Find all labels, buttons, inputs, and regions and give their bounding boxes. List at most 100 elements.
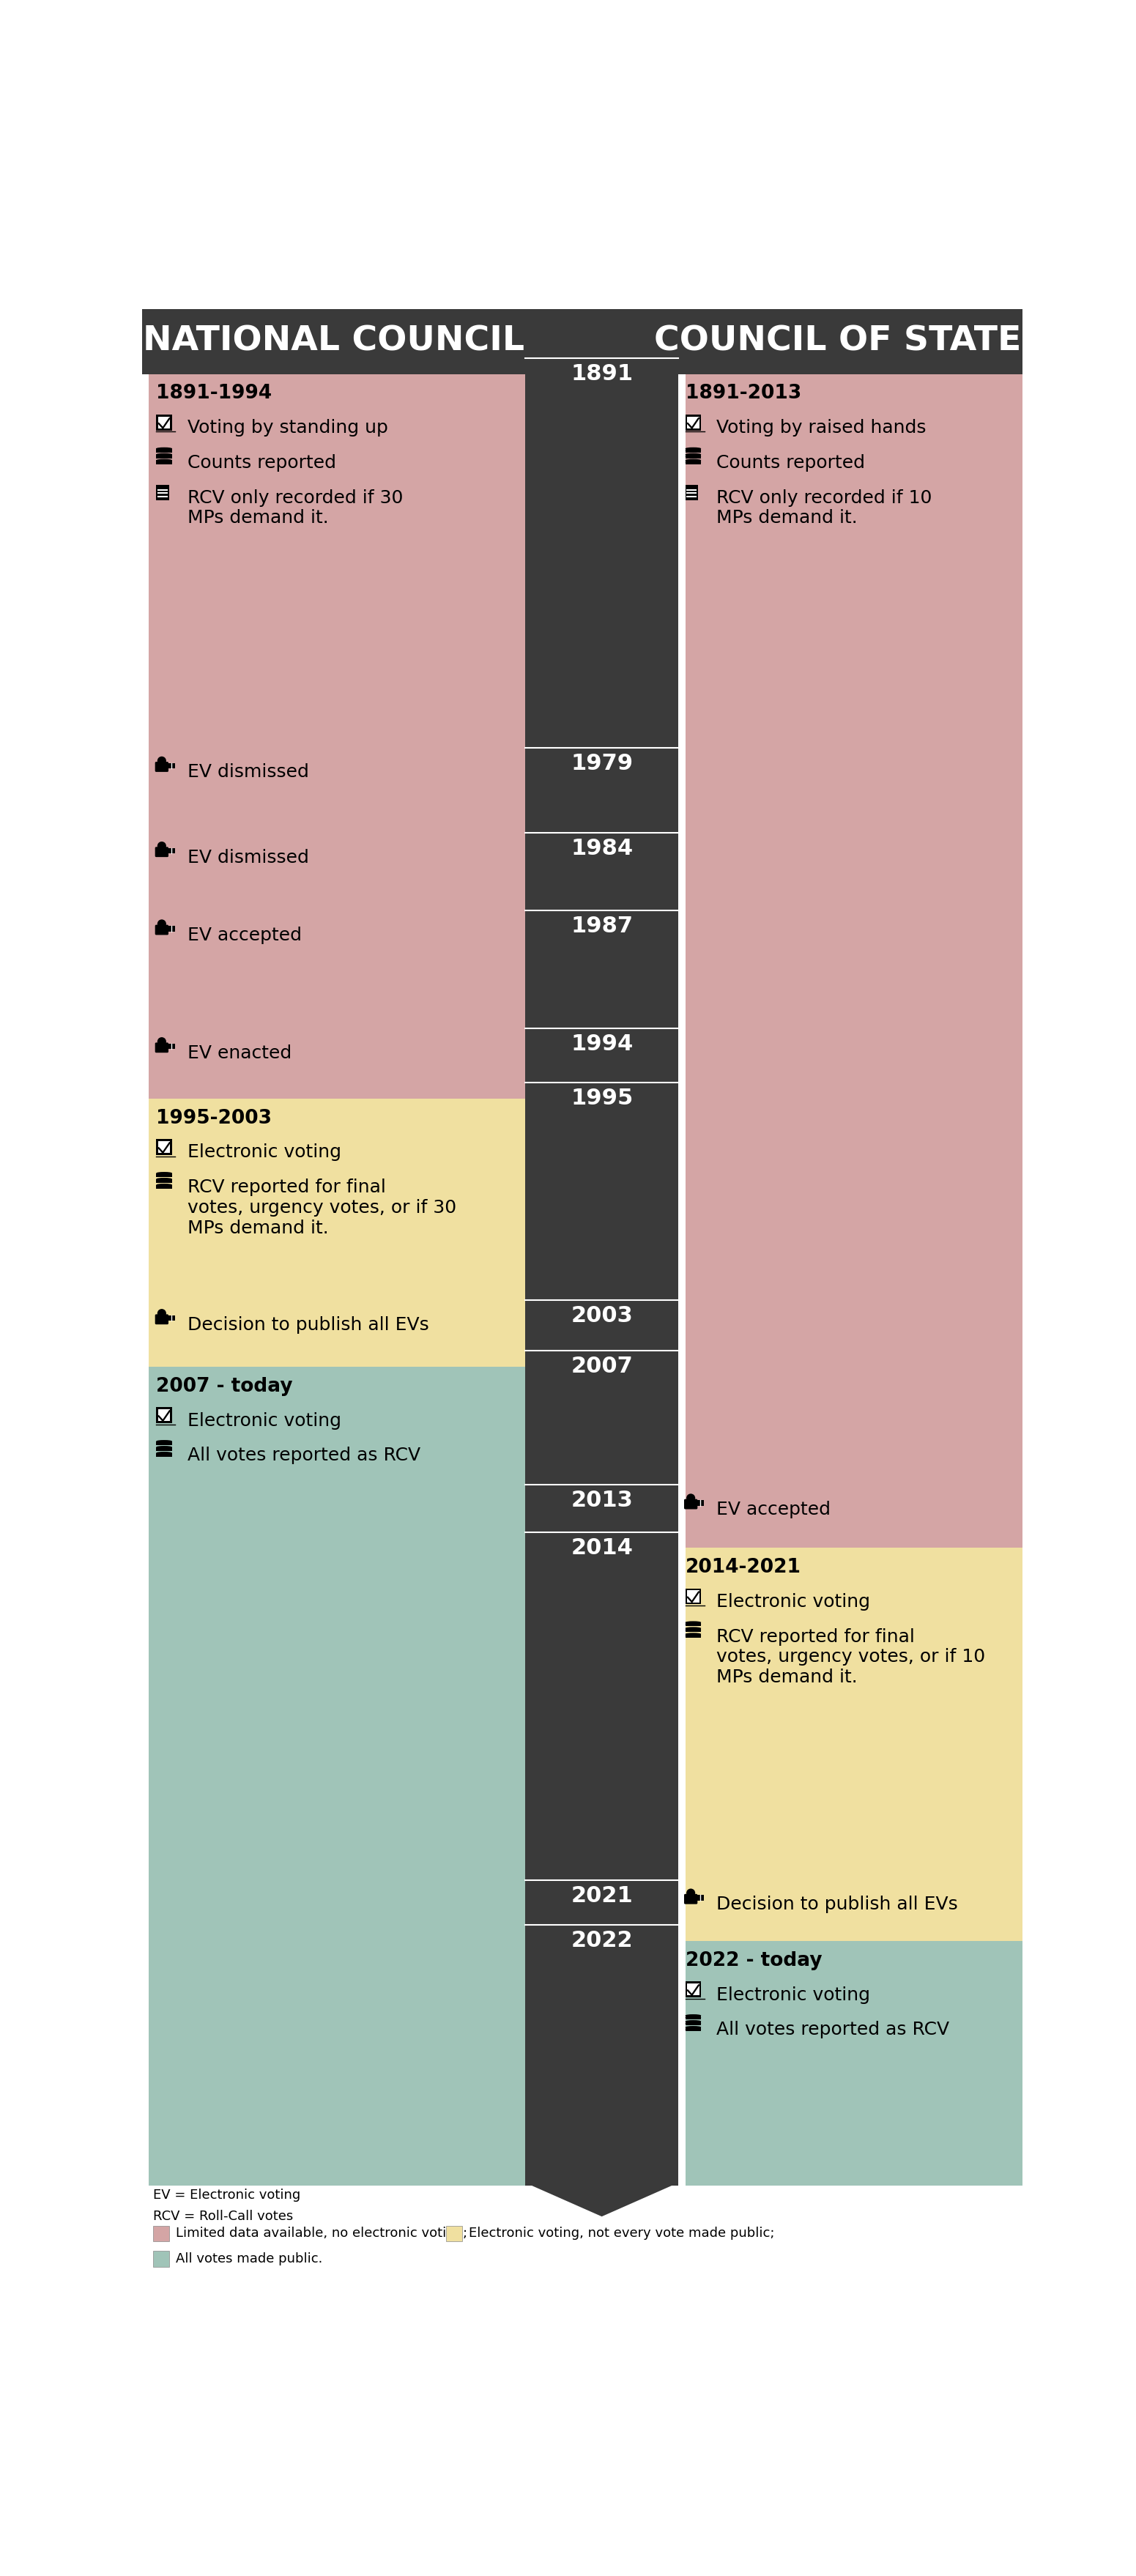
FancyBboxPatch shape — [149, 1368, 525, 2184]
Circle shape — [686, 1888, 695, 1899]
FancyBboxPatch shape — [156, 1448, 172, 1450]
Text: Voting by standing up: Voting by standing up — [187, 420, 389, 438]
FancyBboxPatch shape — [156, 415, 172, 430]
Text: Electronic voting: Electronic voting — [717, 1592, 870, 1610]
FancyBboxPatch shape — [685, 2014, 701, 2020]
Text: 1979: 1979 — [570, 752, 633, 773]
FancyBboxPatch shape — [687, 417, 700, 428]
Text: 1995: 1995 — [570, 1087, 633, 1110]
FancyBboxPatch shape — [156, 1406, 172, 1422]
FancyBboxPatch shape — [685, 1940, 1022, 2184]
Text: 2021: 2021 — [570, 1886, 633, 1906]
FancyBboxPatch shape — [156, 1440, 172, 1445]
FancyBboxPatch shape — [154, 1043, 168, 1054]
Text: 2022 - today: 2022 - today — [685, 1950, 822, 1971]
FancyBboxPatch shape — [168, 925, 175, 933]
FancyBboxPatch shape — [696, 1896, 704, 1901]
FancyBboxPatch shape — [156, 484, 169, 500]
Text: All votes made public.: All votes made public. — [176, 2251, 323, 2264]
FancyBboxPatch shape — [154, 848, 168, 858]
FancyBboxPatch shape — [149, 1097, 525, 1368]
Text: Electronic voting, not every vote made public;: Electronic voting, not every vote made p… — [469, 2226, 775, 2241]
Text: 1891: 1891 — [570, 363, 633, 384]
FancyBboxPatch shape — [158, 1141, 170, 1154]
Text: EV enacted: EV enacted — [187, 1043, 292, 1061]
Text: Electronic voting: Electronic voting — [187, 1412, 341, 1430]
FancyBboxPatch shape — [156, 461, 172, 464]
FancyBboxPatch shape — [685, 1623, 701, 1625]
FancyBboxPatch shape — [685, 1633, 701, 1638]
FancyBboxPatch shape — [142, 309, 1022, 374]
FancyBboxPatch shape — [154, 925, 168, 935]
Text: All votes reported as RCV: All votes reported as RCV — [187, 1448, 420, 1463]
Text: 1984: 1984 — [570, 837, 633, 860]
FancyBboxPatch shape — [525, 374, 678, 2184]
FancyBboxPatch shape — [156, 453, 172, 459]
Text: RCV only recorded if 30
MPs demand it.: RCV only recorded if 30 MPs demand it. — [187, 489, 403, 528]
Text: 2022: 2022 — [570, 1929, 633, 1953]
FancyBboxPatch shape — [156, 1453, 172, 1458]
FancyBboxPatch shape — [168, 762, 175, 768]
FancyBboxPatch shape — [168, 1043, 175, 1048]
Text: RCV = Roll-Call votes: RCV = Roll-Call votes — [153, 2210, 293, 2223]
Text: Electronic voting: Electronic voting — [717, 1986, 870, 2004]
FancyBboxPatch shape — [153, 2251, 169, 2267]
FancyBboxPatch shape — [685, 374, 1022, 1548]
FancyBboxPatch shape — [685, 1981, 701, 1996]
Text: Electronic voting: Electronic voting — [187, 1144, 341, 1162]
FancyBboxPatch shape — [685, 484, 698, 500]
Text: Limited data available, no electronic voting;: Limited data available, no electronic vo… — [176, 2226, 468, 2241]
Text: 1891-2013: 1891-2013 — [685, 384, 801, 404]
Text: 2013: 2013 — [570, 1489, 633, 1512]
Text: 2014: 2014 — [570, 1538, 633, 1558]
FancyBboxPatch shape — [153, 2226, 169, 2241]
Text: EV accepted: EV accepted — [717, 1502, 830, 1517]
Text: EV dismissed: EV dismissed — [187, 762, 309, 781]
Text: EV accepted: EV accepted — [187, 927, 302, 943]
FancyBboxPatch shape — [156, 1172, 172, 1177]
Circle shape — [157, 1038, 166, 1046]
Text: EV = Electronic voting: EV = Electronic voting — [153, 2187, 301, 2202]
Circle shape — [686, 1494, 695, 1502]
Text: 2003: 2003 — [570, 1306, 633, 1327]
FancyBboxPatch shape — [168, 1316, 175, 1321]
FancyBboxPatch shape — [685, 1628, 701, 1633]
FancyBboxPatch shape — [687, 1984, 700, 1996]
Polygon shape — [525, 2182, 678, 2215]
Text: All votes reported as RCV: All votes reported as RCV — [717, 2022, 950, 2038]
FancyBboxPatch shape — [158, 1409, 170, 1422]
Text: Decision to publish all EVs: Decision to publish all EVs — [187, 1316, 429, 1334]
Text: Counts reported: Counts reported — [187, 453, 336, 471]
Text: 1987: 1987 — [570, 917, 633, 938]
FancyBboxPatch shape — [684, 1499, 698, 1510]
FancyBboxPatch shape — [154, 1314, 168, 1324]
Circle shape — [157, 757, 166, 765]
FancyBboxPatch shape — [154, 762, 168, 773]
Text: RCV reported for final
votes, urgency votes, or if 30
MPs demand it.: RCV reported for final votes, urgency vo… — [187, 1180, 457, 1236]
Text: NATIONAL COUNCIL: NATIONAL COUNCIL — [143, 325, 525, 358]
Circle shape — [157, 1309, 166, 1319]
Circle shape — [157, 920, 166, 927]
FancyBboxPatch shape — [156, 1185, 172, 1188]
Text: RCV reported for final
votes, urgency votes, or if 10
MPs demand it.: RCV reported for final votes, urgency vo… — [717, 1628, 985, 1687]
FancyBboxPatch shape — [685, 415, 701, 430]
FancyBboxPatch shape — [696, 1499, 704, 1507]
Circle shape — [157, 842, 166, 850]
FancyBboxPatch shape — [446, 2226, 462, 2241]
FancyBboxPatch shape — [685, 461, 701, 464]
FancyBboxPatch shape — [687, 1589, 700, 1602]
Text: 2007 - today: 2007 - today — [156, 1376, 293, 1396]
FancyBboxPatch shape — [156, 1139, 172, 1154]
Text: 1891-1994: 1891-1994 — [156, 384, 272, 404]
FancyBboxPatch shape — [156, 448, 172, 453]
FancyBboxPatch shape — [685, 448, 701, 453]
FancyBboxPatch shape — [158, 417, 170, 428]
Text: EV dismissed: EV dismissed — [187, 848, 309, 866]
FancyBboxPatch shape — [685, 1589, 701, 1605]
Text: 2007: 2007 — [570, 1355, 633, 1378]
FancyBboxPatch shape — [149, 374, 525, 1097]
FancyBboxPatch shape — [685, 2027, 701, 2030]
Text: RCV only recorded if 10
MPs demand it.: RCV only recorded if 10 MPs demand it. — [717, 489, 932, 528]
Text: Voting by raised hands: Voting by raised hands — [717, 420, 926, 438]
FancyBboxPatch shape — [684, 1893, 698, 1904]
